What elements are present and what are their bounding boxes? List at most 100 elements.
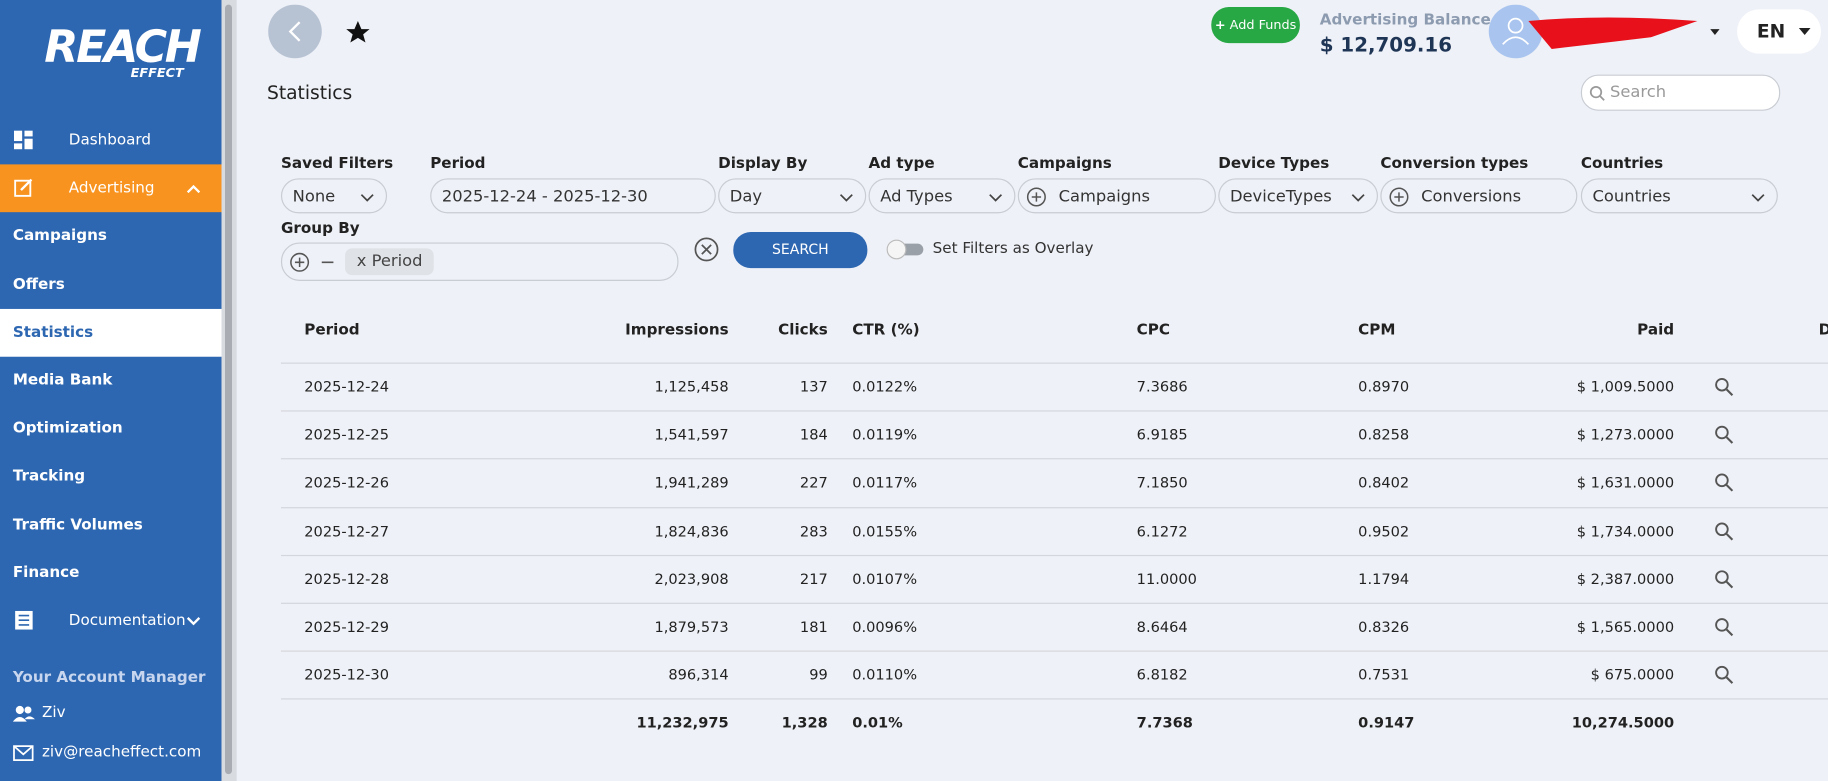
- group-by-chip[interactable]: x Period: [345, 248, 435, 276]
- nav-label: Statistics: [12, 323, 94, 342]
- group-by-controls[interactable]: [289, 252, 336, 273]
- table-cell: $ 2,387.0000: [1576, 569, 1675, 588]
- table-cell: $ 1,734.0000: [1576, 521, 1675, 540]
- filter-value: DeviceTypes: [1229, 187, 1332, 207]
- filter-input[interactable]: Campaigns: [1017, 178, 1216, 214]
- column-header: CPM: [1358, 321, 1396, 340]
- details-button[interactable]: [1715, 425, 1734, 445]
- filter-input[interactable]: None: [280, 178, 388, 214]
- sidebar: REACH EFFECT Dashboard Advertising Campaig…: [0, 0, 222, 781]
- table-cell: 2,023,908: [654, 569, 729, 588]
- table-cell: $ 1,273.0000: [1576, 425, 1675, 444]
- table-cell: 0.9502: [1358, 521, 1410, 540]
- nav-item[interactable]: Advertising: [0, 164, 222, 213]
- nav-item[interactable]: Documentation: [0, 597, 222, 645]
- language-select[interactable]: EN: [1737, 9, 1822, 54]
- details-button[interactable]: [1715, 522, 1734, 541]
- details-button[interactable]: [1715, 618, 1734, 637]
- back-button[interactable]: [268, 4, 385, 61]
- table-cell: 6.8182: [1136, 665, 1188, 684]
- add-funds-button[interactable]: + Add Funds: [1211, 6, 1300, 44]
- nav-item[interactable]: Finance: [0, 549, 222, 597]
- search-button[interactable]: SEARCH: [733, 231, 868, 269]
- table-cell: 6.9185: [1136, 425, 1188, 444]
- column-header: Paid: [1637, 321, 1675, 340]
- table-cell: 0.8258: [1358, 425, 1410, 444]
- filter-input[interactable]: Ad Types: [868, 178, 1016, 214]
- add-funds-label: Add Funds: [1229, 17, 1297, 33]
- table-cell: 283: [799, 521, 828, 540]
- total-cell: 11,232,975: [636, 713, 729, 732]
- nav-label: Traffic Volumes: [12, 515, 143, 534]
- nav-item[interactable]: Traffic Volumes: [0, 501, 222, 549]
- caret: [1351, 194, 1365, 202]
- nav-label: Offers: [12, 275, 65, 294]
- table-cell: 99: [809, 665, 828, 684]
- filter-label: Countries: [1580, 155, 1664, 173]
- details-button[interactable]: [1715, 570, 1734, 589]
- add-icon: [1026, 187, 1046, 207]
- total-cell: 10,274.5000: [1571, 713, 1675, 732]
- clear-button[interactable]: [694, 237, 720, 263]
- row-divider: [280, 410, 1828, 412]
- filter-input[interactable]: Conversions: [1380, 178, 1578, 214]
- group-by-box[interactable]: x Period: [280, 242, 679, 281]
- column-header: CPC: [1136, 321, 1171, 340]
- table-cell: 137: [799, 377, 828, 396]
- row-divider: [280, 506, 1828, 508]
- details-button[interactable]: [1715, 474, 1734, 493]
- nav-label: Tracking: [12, 467, 86, 486]
- caret: [1751, 194, 1765, 202]
- table-cell: 0.0117%: [852, 473, 918, 492]
- filter-label: Campaigns: [1017, 155, 1112, 173]
- nav-item[interactable]: Dashboard: [0, 117, 222, 165]
- caret: [360, 194, 374, 202]
- manager-name: Ziv: [41, 704, 66, 722]
- filter-input[interactable]: 2025-12-24 - 2025-12-30: [430, 178, 716, 214]
- table-cell: 0.0107%: [852, 569, 918, 588]
- filter-input[interactable]: Countries: [1580, 178, 1778, 214]
- table-cell: 0.8326: [1358, 617, 1410, 636]
- total-cell: 0.9147: [1358, 713, 1415, 732]
- filter-label: Saved Filters: [280, 155, 394, 173]
- table-cell: 0.8402: [1358, 473, 1410, 492]
- table-cell: 1,879,573: [654, 617, 729, 636]
- nav-label: Finance: [12, 564, 80, 582]
- filter-input[interactable]: Day: [718, 178, 867, 214]
- caret: [839, 194, 853, 202]
- total-cell: 7.7368: [1136, 713, 1193, 732]
- scrollbar: [221, 0, 237, 781]
- nav-chevron: [186, 617, 201, 626]
- user-menu[interactable]: [1488, 4, 1721, 61]
- nav-item[interactable]: Media Bank: [0, 357, 222, 405]
- nav-item[interactable]: Tracking: [0, 453, 222, 501]
- table-cell: 2025-12-29: [304, 617, 389, 636]
- nav-chevron: [186, 185, 201, 194]
- filter-value: Day: [729, 187, 763, 207]
- nav-item[interactable]: Statistics: [0, 308, 222, 357]
- total-cell: 0.01%: [852, 713, 903, 732]
- column-header: Clicks: [778, 321, 828, 340]
- filter-label: Conversion types: [1380, 155, 1529, 173]
- filter-input[interactable]: DeviceTypes: [1218, 178, 1378, 214]
- overlay-toggle[interactable]: [886, 239, 926, 260]
- details-button[interactable]: [1715, 666, 1734, 685]
- logo-sub: EFFECT: [130, 65, 184, 81]
- nav-item[interactable]: Optimization: [0, 405, 222, 453]
- table-cell: 1,824,836: [654, 521, 729, 540]
- nav-icon: [14, 178, 33, 198]
- nav-item[interactable]: Campaigns: [0, 213, 222, 261]
- page-title: Statistics: [266, 81, 353, 104]
- details-button[interactable]: [1715, 377, 1734, 397]
- filter-value: Countries: [1592, 187, 1671, 207]
- nav-item[interactable]: Offers: [0, 261, 222, 309]
- search-input[interactable]: Search: [1580, 74, 1781, 111]
- filter-value: Conversions: [1421, 187, 1522, 207]
- filter-label: Device Types: [1218, 155, 1330, 173]
- manager-email[interactable]: ziv@reacheffect.com: [41, 743, 202, 762]
- table-cell: 217: [799, 569, 828, 588]
- filter-value: Ad Types: [880, 187, 953, 207]
- table-cell: 0.0119%: [852, 425, 918, 444]
- table-cell: 8.6464: [1136, 617, 1188, 636]
